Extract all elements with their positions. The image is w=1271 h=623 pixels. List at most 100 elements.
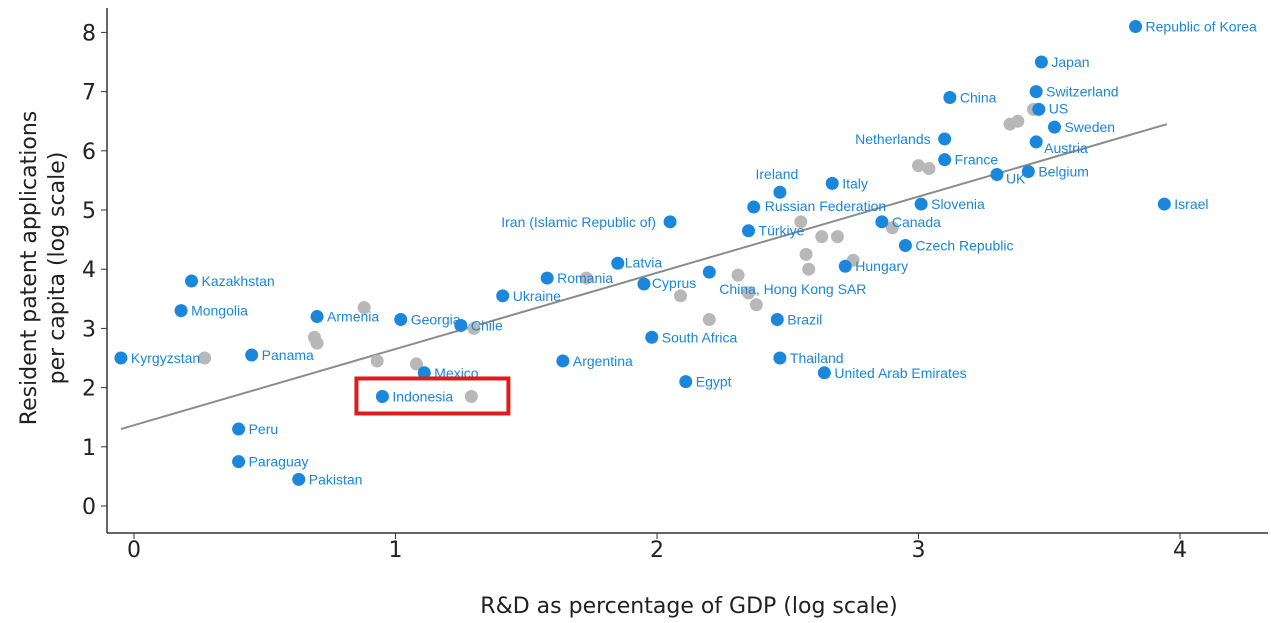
data-point-unlabeled <box>370 354 384 368</box>
data-point-switzerland <box>1029 85 1043 99</box>
y-tick-label: 4 <box>82 258 96 283</box>
data-point-unlabeled <box>742 286 756 300</box>
point-label-georgia: Georgia <box>411 312 461 328</box>
point-label-argentina: Argentina <box>573 353 633 369</box>
data-point-mexico <box>417 366 431 380</box>
data-point-brazil <box>770 313 784 327</box>
point-label-indonesia: Indonesia <box>392 388 453 404</box>
point-label-romania: Romania <box>557 270 613 286</box>
point-label-brazil: Brazil <box>787 312 822 328</box>
point-label-t-rkiye: Türkiye <box>759 223 805 239</box>
data-point-unlabeled <box>815 230 829 244</box>
y-tick-label: 3 <box>82 317 96 342</box>
data-point-unlabeled <box>409 357 423 371</box>
point-label-mongolia: Mongolia <box>191 303 248 319</box>
data-point-south-africa <box>645 330 659 344</box>
data-point-iran-islamic-republic-of <box>663 215 677 229</box>
point-label-china: China <box>960 90 997 106</box>
data-point-unlabeled <box>885 221 899 235</box>
point-label-iran-islamic-republic-of: Iran (Islamic Republic of) <box>501 214 656 230</box>
point-label-belgium: Belgium <box>1038 164 1089 180</box>
data-point-china <box>943 91 957 105</box>
point-label-hungary: Hungary <box>855 258 908 274</box>
point-label-latvia: Latvia <box>625 254 663 270</box>
y-tick-label: 1 <box>82 436 96 461</box>
data-point-romania <box>540 271 554 285</box>
point-label-egypt: Egypt <box>696 374 732 390</box>
point-label-israel: Israel <box>1174 196 1208 212</box>
y-tick-label: 7 <box>82 81 96 106</box>
point-label-republic-of-korea: Republic of Korea <box>1146 18 1258 34</box>
point-label-armenia: Armenia <box>327 309 379 325</box>
data-point-unlabeled <box>307 330 321 344</box>
data-point-unlabeled <box>802 262 816 276</box>
point-label-ireland: Ireland <box>755 166 798 182</box>
y-axis-title-line1: Resident patent applications <box>17 111 42 425</box>
point-label-panama: Panama <box>262 347 314 363</box>
data-point-russian-federation <box>747 200 761 214</box>
data-point-unlabeled <box>579 271 593 285</box>
data-point-unlabeled <box>830 230 844 244</box>
point-label-chile: Chile <box>471 317 503 333</box>
data-point-unlabeled <box>357 301 371 315</box>
data-point-unlabeled <box>731 268 745 282</box>
data-point-unlabeled <box>749 298 763 312</box>
data-point-unlabeled <box>467 321 481 335</box>
data-point-pakistan <box>292 472 306 486</box>
x-tick-label: 3 <box>912 538 926 563</box>
point-label-cyprus: Cyprus <box>652 275 696 291</box>
point-label-china-hong-kong-sar: China, Hong Kong SAR <box>719 281 866 297</box>
data-point-kyrgyzstan <box>114 351 128 365</box>
point-label-czech-republic: Czech Republic <box>915 238 1013 254</box>
data-point-china-hong-kong-sar <box>702 265 716 279</box>
x-tick-label: 0 <box>127 538 141 563</box>
point-label-japan: Japan <box>1051 54 1089 70</box>
data-point-peru <box>232 422 246 436</box>
point-label-canada: Canada <box>892 214 941 230</box>
data-point-united-arab-emirates <box>817 366 831 380</box>
data-point-paraguay <box>232 455 246 469</box>
x-tick-label: 2 <box>650 538 664 563</box>
data-point-ukraine <box>496 289 510 303</box>
data-point-unlabeled <box>1011 114 1025 128</box>
data-point-austria <box>1029 135 1043 149</box>
x-axis-title: R&D as percentage of GDP (log scale) <box>480 594 897 619</box>
data-point-egypt <box>679 375 693 389</box>
y-tick-label: 0 <box>82 495 96 520</box>
point-label-pakistan: Pakistan <box>309 471 363 487</box>
data-point-israel <box>1157 197 1171 211</box>
data-point-slovenia <box>914 197 928 211</box>
point-label-ukraine: Ukraine <box>513 288 561 304</box>
data-point-t-rkiye <box>742 224 756 238</box>
x-tick-label: 4 <box>1173 538 1187 563</box>
point-label-kazakhstan: Kazakhstan <box>202 273 275 289</box>
data-point-italy <box>825 176 839 190</box>
data-point-mongolia <box>174 304 188 318</box>
data-point-uk <box>990 167 1004 181</box>
x-tick-label: 1 <box>389 538 403 563</box>
data-point-czech-republic <box>898 239 912 253</box>
data-point-unlabeled <box>912 159 925 173</box>
data-point-argentina <box>556 354 570 368</box>
point-label-italy: Italy <box>842 175 868 191</box>
data-point-latvia <box>611 256 625 270</box>
point-label-thailand: Thailand <box>790 350 844 366</box>
data-point-unlabeled <box>794 215 808 229</box>
data-point-cyprus <box>637 277 651 291</box>
data-point-panama <box>245 348 259 362</box>
data-point-chile <box>454 318 468 332</box>
data-point-armenia <box>310 310 324 324</box>
data-point-unlabeled <box>464 389 478 403</box>
point-label-united-arab-emirates: United Arab Emirates <box>834 365 966 381</box>
point-label-sweden: Sweden <box>1064 119 1115 135</box>
data-point-thailand <box>773 351 787 365</box>
point-label-france: France <box>955 152 999 168</box>
y-tick-label: 8 <box>82 21 96 46</box>
data-point-hungary <box>838 259 852 273</box>
point-label-uk: UK <box>1006 170 1026 186</box>
data-point-netherlands <box>938 132 952 146</box>
y-axis-title: Resident patent applications per capita … <box>17 111 70 425</box>
data-point-japan <box>1034 55 1048 69</box>
y-tick-label: 2 <box>82 377 96 402</box>
